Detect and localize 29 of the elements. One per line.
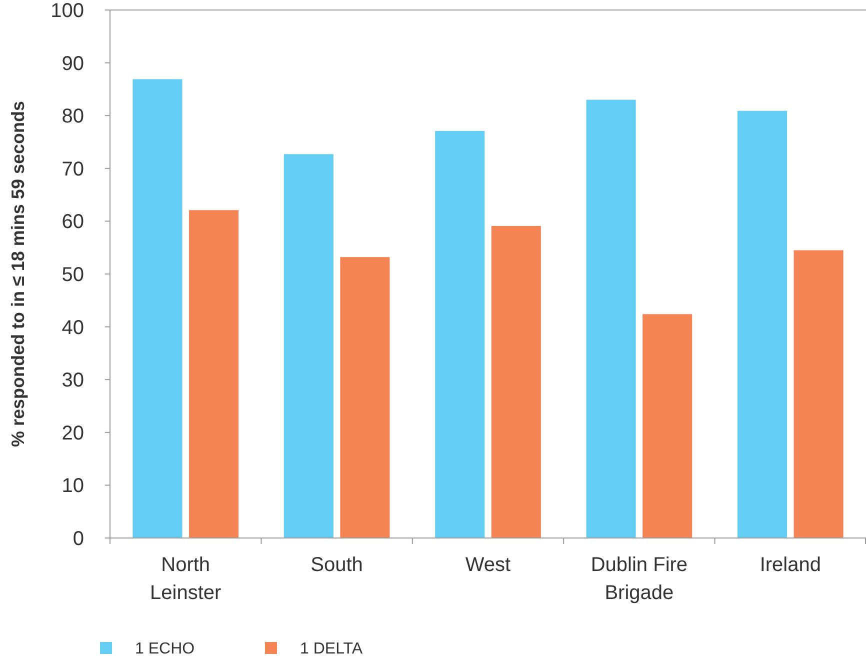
- bar: [642, 314, 692, 538]
- bar: [188, 210, 239, 538]
- bar: [284, 154, 334, 538]
- x-tick-label: South: [310, 554, 363, 576]
- y-tick-label: 10: [62, 475, 84, 498]
- bar: [586, 100, 636, 538]
- legend-label: 1 ECHO: [135, 640, 195, 658]
- y-tick-label: 80: [62, 106, 84, 128]
- x-tick-label: West: [465, 554, 512, 576]
- bar: [491, 226, 541, 538]
- bar: [794, 250, 844, 538]
- y-axis-title: % responded to in ≤ 18 mins 59 seconds: [8, 101, 28, 447]
- legend-label: 1 DELTA: [300, 640, 363, 658]
- bar: [435, 130, 485, 538]
- bar: [132, 79, 182, 538]
- bar: [737, 110, 788, 538]
- y-tick-label: 30: [62, 370, 84, 392]
- y-tick-label: 20: [62, 422, 84, 444]
- y-tick-label: 0: [72, 528, 84, 550]
- y-tick-label: 50: [62, 264, 84, 286]
- x-tick-label: Dublin Fire Brigade: [590, 554, 688, 604]
- x-tick-label: Ireland: [760, 554, 821, 576]
- y-tick-label: 90: [62, 52, 84, 75]
- x-tick-label: North Leinster: [150, 554, 222, 604]
- y-tick-label: 40: [62, 316, 84, 339]
- y-tick-label: 70: [62, 158, 84, 180]
- y-tick-label: 100: [50, 0, 84, 22]
- y-tick-label: 60: [62, 211, 84, 234]
- bar: [340, 257, 390, 538]
